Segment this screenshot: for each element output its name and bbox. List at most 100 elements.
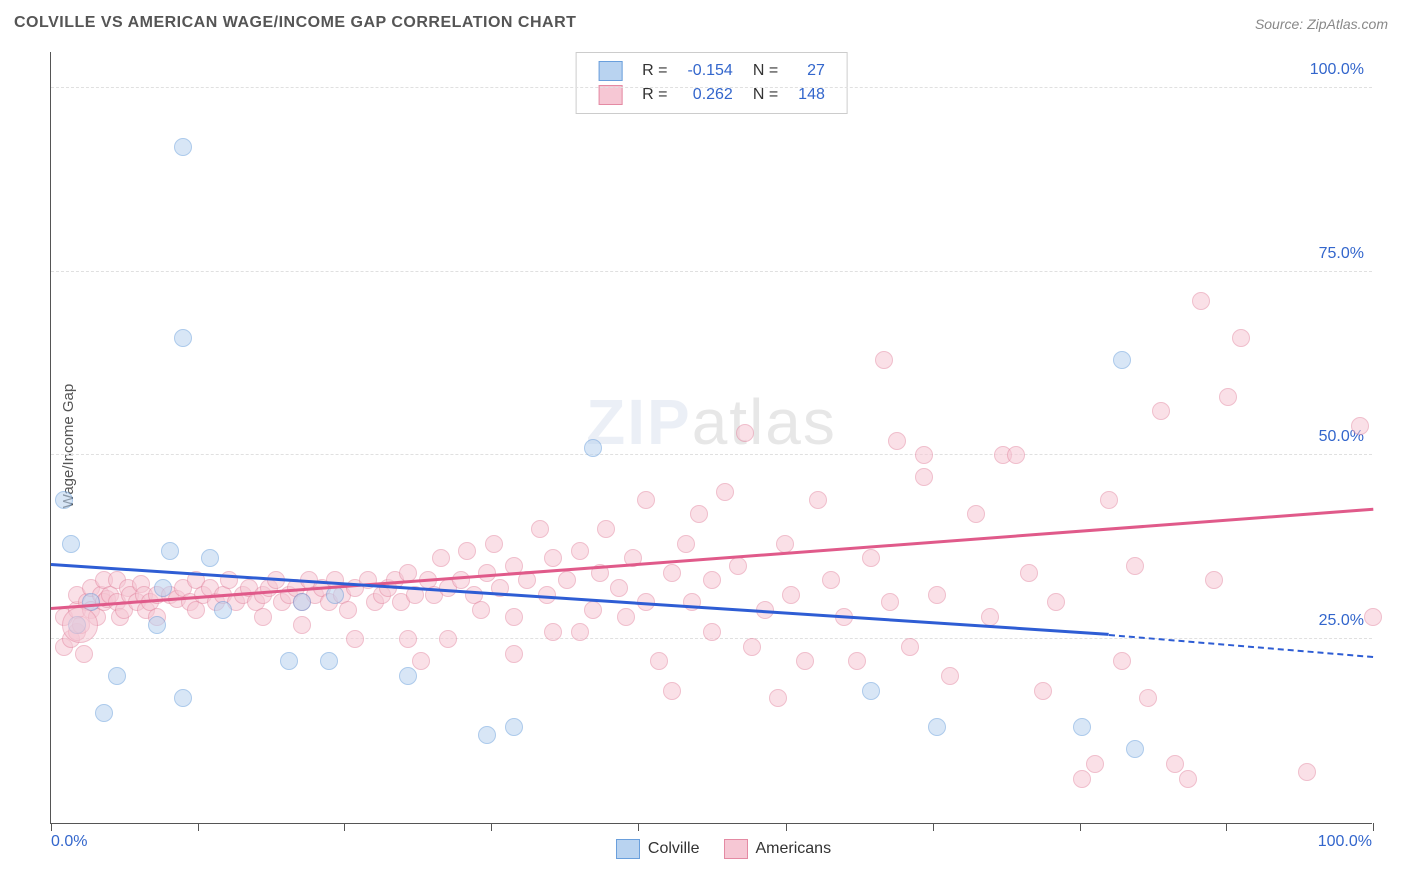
data-point [1073, 770, 1091, 788]
data-point [663, 564, 681, 582]
data-point [1086, 755, 1104, 773]
y-tick-label: 25.0% [1319, 612, 1364, 630]
data-point [1047, 593, 1065, 611]
data-point [617, 608, 635, 626]
data-point [1298, 763, 1316, 781]
data-point [174, 689, 192, 707]
chart-title: COLVILLE VS AMERICAN WAGE/INCOME GAP COR… [14, 14, 576, 32]
data-point [108, 667, 126, 685]
data-point [571, 623, 589, 641]
legend-series: ColvilleAmericans [51, 839, 1372, 859]
data-point [703, 623, 721, 641]
data-point [637, 491, 655, 509]
legend-correlation: R =-0.154N =27R =0.262N =148 [575, 52, 848, 114]
data-point [531, 520, 549, 538]
data-point [1034, 682, 1052, 700]
data-point [881, 593, 899, 611]
data-point [822, 571, 840, 589]
data-point [571, 542, 589, 560]
data-point [1126, 740, 1144, 758]
gridline [51, 271, 1372, 272]
data-point [505, 718, 523, 736]
x-tick [786, 823, 787, 831]
data-point [729, 557, 747, 575]
plot-area: ZIPatlas R =-0.154N =27R =0.262N =148 Co… [50, 52, 1372, 824]
data-point [663, 682, 681, 700]
data-point [174, 138, 192, 156]
data-point [736, 424, 754, 442]
data-point [485, 535, 503, 553]
legend-label: Americans [756, 840, 832, 857]
data-point [148, 616, 166, 634]
data-point [55, 491, 73, 509]
data-point [472, 601, 490, 619]
data-point [458, 542, 476, 560]
data-point [154, 579, 172, 597]
x-tick [1373, 823, 1374, 831]
data-point [677, 535, 695, 553]
trend-line [51, 508, 1373, 610]
trend-line [1109, 634, 1374, 658]
data-point [505, 608, 523, 626]
gridline [51, 454, 1372, 455]
data-point [1100, 491, 1118, 509]
data-point [412, 652, 430, 670]
data-point [339, 601, 357, 619]
data-point [75, 645, 93, 663]
data-point [928, 586, 946, 604]
data-point [1351, 417, 1369, 435]
data-point [716, 483, 734, 501]
data-point [1113, 652, 1131, 670]
data-point [967, 505, 985, 523]
data-point [1166, 755, 1184, 773]
data-point [1073, 718, 1091, 736]
data-point [1192, 292, 1210, 310]
data-point [174, 329, 192, 347]
data-point [478, 726, 496, 744]
data-point [1179, 770, 1197, 788]
x-tick [51, 823, 52, 831]
data-point [95, 704, 113, 722]
data-point [280, 652, 298, 670]
data-point [597, 520, 615, 538]
data-point-large [62, 607, 98, 643]
data-point [201, 549, 219, 567]
y-tick-label: 75.0% [1319, 245, 1364, 263]
data-point [544, 623, 562, 641]
data-point [1126, 557, 1144, 575]
chart-frame: COLVILLE VS AMERICAN WAGE/INCOME GAP COR… [0, 0, 1406, 892]
source-attribution: Source: ZipAtlas.com [1255, 16, 1388, 32]
data-point [62, 535, 80, 553]
data-point [915, 468, 933, 486]
data-point [928, 718, 946, 736]
data-point [432, 549, 450, 567]
y-tick-label: 100.0% [1310, 61, 1364, 79]
data-point [584, 601, 602, 619]
data-point [941, 667, 959, 685]
data-point [399, 630, 417, 648]
data-point [862, 549, 880, 567]
data-point [650, 652, 668, 670]
x-tick [638, 823, 639, 831]
x-tick [198, 823, 199, 831]
data-point [981, 608, 999, 626]
data-point [326, 586, 344, 604]
gridline [51, 87, 1372, 88]
data-point [505, 645, 523, 663]
data-point [1113, 351, 1131, 369]
data-point [293, 593, 311, 611]
data-point [862, 682, 880, 700]
data-point [1139, 689, 1157, 707]
data-point [558, 571, 576, 589]
data-point [848, 652, 866, 670]
data-point [1205, 571, 1223, 589]
data-point [214, 601, 232, 619]
data-point [161, 542, 179, 560]
data-point [584, 439, 602, 457]
data-point [796, 652, 814, 670]
x-tick-label: 0.0% [51, 833, 87, 851]
data-point [610, 579, 628, 597]
data-point [1364, 608, 1382, 626]
watermark: ZIPatlas [586, 385, 837, 459]
x-tick [933, 823, 934, 831]
